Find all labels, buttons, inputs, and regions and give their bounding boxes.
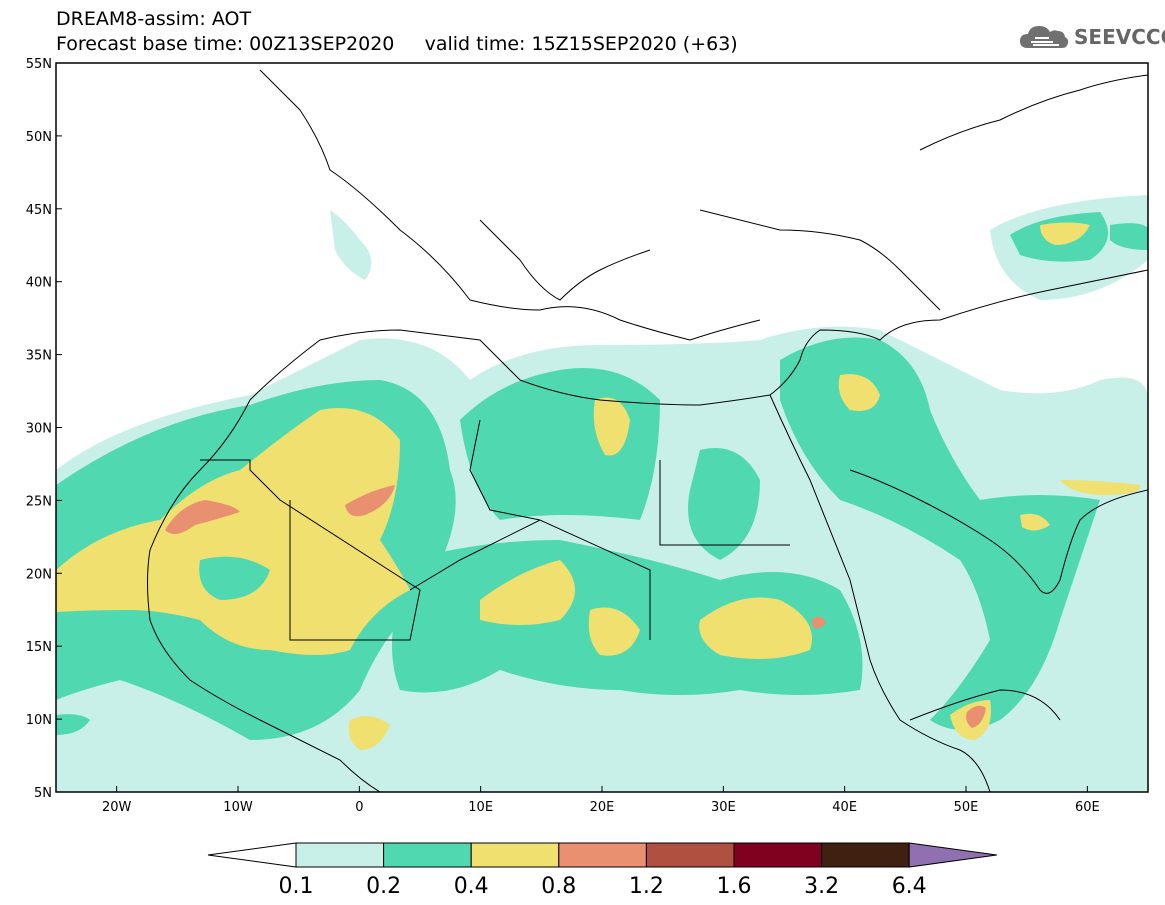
lon-label: 20W [102, 800, 132, 815]
seevccc-logo: SEEVCCC [1018, 22, 1165, 52]
forecast-times: Forecast base time: 00Z13SEP2020 valid t… [56, 33, 738, 55]
colorbar-box [645, 842, 735, 868]
lon-label: 30E [711, 800, 736, 815]
colorbar-tick-label: 1.2 [629, 874, 664, 899]
colorbar-boxes [207, 842, 997, 868]
aot-level-0.8 [165, 485, 986, 728]
colorbar-box [470, 842, 560, 868]
colorbar-tick-label: 1.6 [717, 874, 752, 899]
lon-label: 40E [832, 800, 857, 815]
lat-label: 20N [26, 567, 52, 582]
lon-label: 10E [468, 800, 493, 815]
lat-label: 25N [26, 494, 52, 509]
colorbar-tick-label: 0.4 [454, 874, 489, 899]
lat-label: 55N [26, 57, 52, 72]
colorbar-box [821, 842, 910, 868]
colorbar-tick-label: 0.8 [541, 874, 576, 899]
lat-label: 40N [26, 276, 52, 291]
colorbar-box [295, 842, 385, 868]
colorbar-box [558, 842, 647, 868]
lat-label: 5N [34, 786, 52, 801]
colorbar-labels: 0.1 0.2 0.4 0.8 1.2 1.6 3.2 6.4 [279, 874, 927, 899]
lon-label: 0 [355, 800, 363, 815]
colorbar-tick-label: 6.4 [892, 874, 927, 899]
colorbar-tick-label: 3.2 [804, 874, 839, 899]
lon-label: 50E [954, 800, 979, 815]
lat-label: 50N [26, 130, 52, 145]
colorbar-box [908, 842, 997, 868]
cloud-icon [1020, 26, 1069, 48]
lat-label: 15N [26, 640, 52, 655]
colorbar-tick-label: 0.2 [366, 874, 401, 899]
lon-label: 20E [590, 800, 615, 815]
lon-label: 10W [223, 800, 253, 815]
lat-label: 35N [26, 349, 52, 364]
lon-label: 60E [1075, 800, 1100, 815]
colorbar-tick-label: 0.1 [279, 874, 314, 899]
coastlines [147, 69, 1148, 792]
aot-field [56, 195, 1148, 792]
colorbar-box [733, 842, 823, 868]
latitude-labels: 55N 50N 45N 40N 35N 30N 25N 20N 15N 10N 5N [26, 57, 62, 801]
map-title: DREAM8-assim: AOT [56, 8, 252, 30]
aot-level-0.4 [56, 222, 1141, 750]
lat-label: 30N [26, 422, 52, 437]
logo-text: SEEVCCC [1074, 25, 1165, 49]
colorbar-box [383, 842, 472, 868]
longitude-labels: 20W 10W 0 10E 20E 30E 40E 50E 60E [102, 786, 1100, 815]
lat-label: 10N [26, 713, 52, 728]
colorbar-low-arrow [207, 842, 297, 868]
lat-label: 45N [26, 203, 52, 218]
